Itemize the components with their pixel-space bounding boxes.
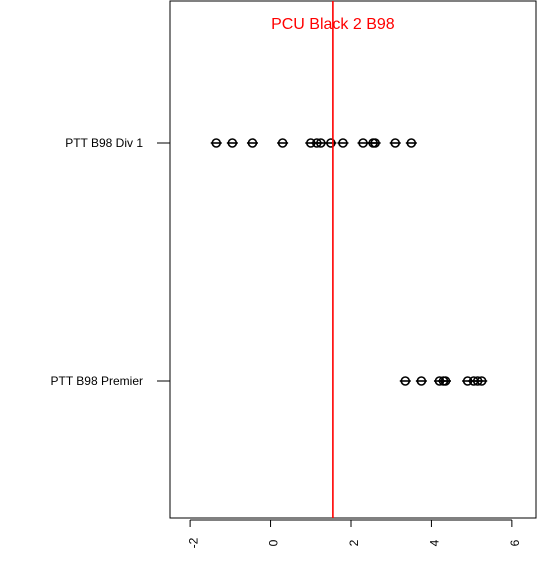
category-label: PTT B98 Premier: [51, 374, 143, 388]
series-0: [210, 138, 417, 148]
x-tick-label: -2: [186, 537, 200, 548]
series-1: [399, 376, 488, 386]
x-axis: -2 0 2 4 6: [186, 519, 522, 548]
data-point: [357, 138, 369, 148]
x-tick-label: 0: [267, 539, 281, 546]
plot-area: [210, 138, 488, 386]
x-tick-label: 4: [428, 539, 442, 546]
category-label: PTT B98 Div 1: [65, 136, 143, 150]
data-point: [315, 138, 327, 148]
plot-frame: [169, 0, 537, 519]
data-point: [210, 138, 222, 148]
y-axis: PTT B98 Div 1 PTT B98 Premier: [51, 136, 170, 388]
data-point: [369, 138, 381, 148]
data-point: [440, 376, 452, 386]
data-point: [337, 138, 349, 148]
x-tick-label: 6: [508, 539, 522, 546]
data-point: [415, 376, 427, 386]
data-point: [325, 138, 337, 148]
data-point: [277, 138, 289, 148]
data-point: [476, 376, 488, 386]
x-tick-label: 2: [347, 539, 361, 546]
data-point: [389, 138, 401, 148]
data-point: [399, 376, 411, 386]
data-point: [246, 138, 258, 148]
reference-line-label: PCU Black 2 B98: [271, 16, 395, 33]
data-point: [405, 138, 417, 148]
data-point: [226, 138, 238, 148]
reference-layer: PCU Black 2 B98: [271, 1, 395, 518]
